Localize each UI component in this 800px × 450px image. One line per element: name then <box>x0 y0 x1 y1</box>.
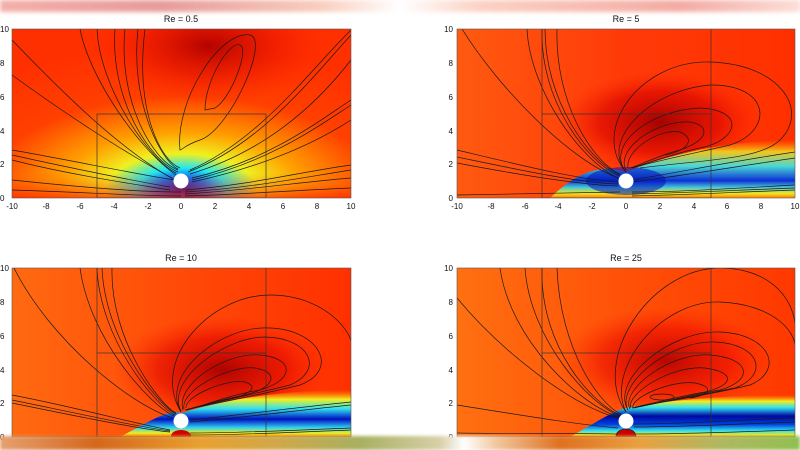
top-blur-overlay <box>0 0 800 12</box>
svg-text:-8: -8 <box>42 202 50 211</box>
svg-text:0: 0 <box>449 194 454 203</box>
svg-text:8: 8 <box>449 59 454 68</box>
svg-text:2: 2 <box>449 399 454 408</box>
svg-text:10: 10 <box>0 25 9 34</box>
plot-panel-re-0-5: Re = 0.5 <box>0 0 400 225</box>
streamlines <box>457 268 795 435</box>
heatmap-field <box>457 268 795 437</box>
y-axis-ticks: 0 2 4 6 8 10 <box>0 264 9 442</box>
svg-text:2: 2 <box>213 202 218 211</box>
svg-text:4: 4 <box>449 366 454 375</box>
svg-text:8: 8 <box>315 202 320 211</box>
heatmap-field <box>12 268 351 437</box>
streamlines <box>12 268 351 436</box>
x-axis-ticks: -10 -8 -6 -4 -2 0 2 4 6 8 10 <box>451 202 800 211</box>
svg-text:2: 2 <box>449 160 454 169</box>
svg-text:4: 4 <box>0 127 5 136</box>
svg-text:6: 6 <box>449 93 454 102</box>
svg-text:6: 6 <box>449 332 454 341</box>
plot-svg: Re = 10 <box>0 253 352 442</box>
cylinder-obstacle <box>173 173 189 189</box>
inner-box <box>541 352 712 437</box>
inner-box <box>96 113 267 198</box>
svg-text:0: 0 <box>624 202 629 211</box>
plot-frame <box>456 28 796 199</box>
y-axis-ticks: 0 2 4 6 8 10 <box>444 25 453 203</box>
cylinder-obstacle <box>618 173 634 189</box>
svg-text:10: 10 <box>0 264 9 273</box>
svg-text:10: 10 <box>791 202 800 211</box>
svg-text:-2: -2 <box>588 202 596 211</box>
plot-panel-re-5: Re = 5 <box>400 0 800 225</box>
svg-text:-8: -8 <box>487 202 495 211</box>
svg-text:8: 8 <box>0 59 5 68</box>
plot-svg: Re = 5 <box>444 14 800 211</box>
plot-frame <box>11 28 352 199</box>
svg-text:4: 4 <box>692 202 697 211</box>
svg-text:-10: -10 <box>6 202 18 211</box>
heatmap-field <box>12 29 351 198</box>
cylinder-obstacle <box>618 413 634 429</box>
plot-panel-re-25: Re = 25 <box>400 240 800 450</box>
cylinder-obstacle <box>173 413 189 429</box>
svg-text:0: 0 <box>179 202 184 211</box>
svg-text:2: 2 <box>0 399 5 408</box>
streamlines <box>12 29 351 197</box>
svg-text:10: 10 <box>444 264 453 273</box>
svg-text:8: 8 <box>449 298 454 307</box>
svg-text:-4: -4 <box>110 202 118 211</box>
svg-text:8: 8 <box>759 202 764 211</box>
plot-svg: Re = 0.5 <box>0 14 356 211</box>
plot-title: Re = 25 <box>610 253 642 263</box>
svg-text:-4: -4 <box>554 202 562 211</box>
plot-title: Re = 10 <box>165 253 197 263</box>
heatmap-field <box>457 29 795 198</box>
svg-text:6: 6 <box>725 202 730 211</box>
inner-box <box>541 113 712 198</box>
svg-text:6: 6 <box>0 93 5 102</box>
svg-text:4: 4 <box>247 202 252 211</box>
plot-panel-re-10: Re = 10 <box>0 240 400 450</box>
svg-text:2: 2 <box>658 202 663 211</box>
svg-text:6: 6 <box>281 202 286 211</box>
svg-text:-6: -6 <box>521 202 529 211</box>
svg-text:10: 10 <box>347 202 356 211</box>
svg-text:4: 4 <box>0 366 5 375</box>
svg-text:2: 2 <box>0 160 5 169</box>
svg-text:4: 4 <box>449 127 454 136</box>
bottom-blur-overlay <box>0 436 800 450</box>
y-axis-ticks: 0 2 4 6 8 10 <box>444 264 453 442</box>
svg-text:10: 10 <box>444 25 453 34</box>
plot-title: Re = 0.5 <box>164 14 198 24</box>
svg-text:-6: -6 <box>76 202 84 211</box>
svg-text:0: 0 <box>0 194 5 203</box>
x-axis-ticks: -10 -8 -6 -4 -2 0 2 4 6 8 10 <box>6 202 356 211</box>
svg-text:-2: -2 <box>144 202 152 211</box>
plot-title: Re = 5 <box>613 14 640 24</box>
inner-box <box>96 352 267 437</box>
svg-text:8: 8 <box>0 298 5 307</box>
svg-text:-10: -10 <box>451 202 463 211</box>
plot-svg: Re = 25 <box>444 253 796 442</box>
y-axis-ticks: 0 2 4 6 8 10 <box>0 25 9 203</box>
svg-text:6: 6 <box>0 332 5 341</box>
